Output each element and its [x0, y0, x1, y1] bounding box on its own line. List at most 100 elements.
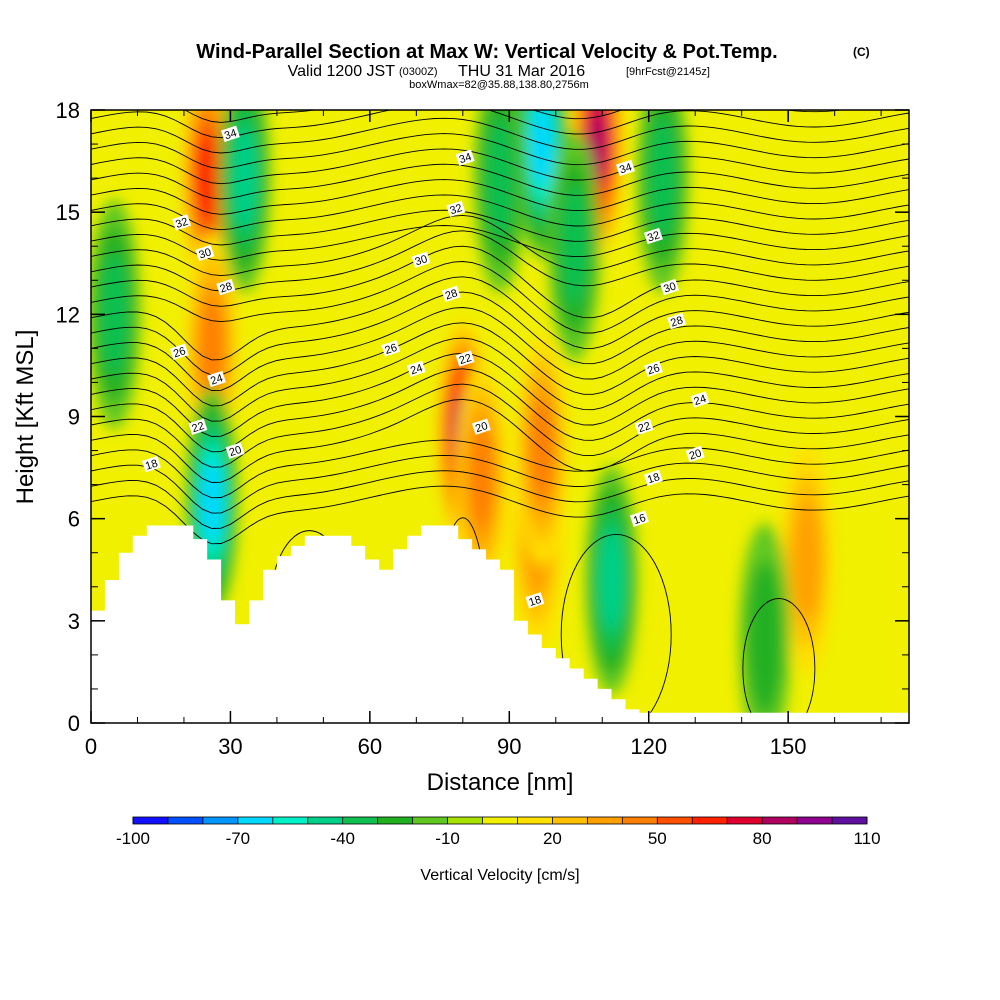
contour-label-box [525, 592, 545, 609]
contour-label-box [634, 418, 654, 435]
contour-label: 32 [172, 214, 192, 231]
plot-area: 34 32 30 28 26 24 22 20 18 34 32 30 28 26 24 22 20 18 34 32… [91, 110, 909, 723]
theta-isentrope [91, 383, 909, 468]
theta-isentrope [91, 276, 909, 361]
contour-label-text: 18 [144, 458, 159, 473]
contour-label-box [660, 278, 680, 296]
colorbar-tick-label: -40 [330, 829, 355, 848]
contour-label: 22 [634, 418, 654, 435]
contour-label: 16 [629, 510, 649, 527]
contour-label-text: 34 [618, 161, 633, 176]
colorbar-tick-label: 20 [543, 829, 562, 848]
contour-label-text: 20 [688, 447, 703, 462]
contour-label: 20 [685, 445, 705, 463]
contour-label-box [169, 343, 189, 360]
subtitle-box: boxWmax=82@35.88,138.80,2756m [409, 79, 589, 91]
downdraft-core [648, 117, 678, 239]
colorbar-swatch [377, 817, 414, 824]
contour-label-box [225, 442, 245, 459]
contour-label-text: 26 [172, 345, 187, 360]
colorbar-swatch [832, 817, 868, 824]
theta-isentrope [91, 261, 909, 334]
x-tick-label: 0 [85, 734, 97, 759]
contour-label-text: 28 [669, 314, 684, 329]
contour-label: 30 [660, 278, 680, 296]
contour-label-box [207, 370, 226, 388]
contour-label-text: 30 [414, 253, 429, 268]
theta-isentrope [91, 148, 909, 185]
theta-isentrope [91, 470, 909, 529]
contour-label-text: 20 [228, 444, 243, 459]
theta-isentrope [91, 179, 909, 215]
theta-closed-contour [742, 598, 816, 723]
colorbar-swatch [797, 817, 833, 824]
colorbar-swatch [622, 817, 658, 824]
y-tick-label: 12 [56, 302, 80, 327]
contour-label-text: 32 [174, 216, 189, 231]
y-axis-label: Height [Kft MSL] [12, 330, 39, 505]
contour-label: 34 [455, 149, 475, 166]
theta-isentrope [91, 214, 909, 277]
theta-isentrope [91, 398, 909, 483]
theta-isentrope [183, 110, 845, 123]
contour-label: 32 [446, 200, 466, 217]
contour-label-text: 26 [383, 342, 398, 357]
colorbar-label: Vertical Velocity [cm/s] [420, 867, 579, 884]
downdraft-core [746, 560, 783, 715]
colorbar-swatch [657, 817, 693, 824]
colorbar-swatch [167, 817, 204, 824]
contour-label-text: 26 [646, 362, 661, 377]
theta-isentrope [91, 194, 909, 231]
contour-label-box [172, 214, 192, 231]
x-tick-label: 30 [218, 734, 242, 759]
contour-label: 24 [207, 370, 226, 388]
contour-label-text: 22 [191, 420, 206, 435]
theta-isentrope [91, 485, 909, 545]
colorbar-tick-label: -70 [226, 829, 251, 848]
contour-label: 32 [643, 227, 663, 245]
downdraft-core [598, 528, 625, 632]
updraft-core [529, 398, 555, 503]
contour-label: 34 [220, 125, 240, 142]
contour-label-box [629, 510, 649, 527]
contour-label: 20 [471, 418, 491, 435]
contour-label-box [616, 159, 635, 177]
colorbar-tick-label: 80 [753, 829, 772, 848]
chart-title-mark: (C) [853, 45, 870, 59]
colorbar-swatch [552, 817, 588, 824]
updraft-core [792, 498, 822, 621]
contour-label-box [446, 200, 466, 217]
contour-label-text: 34 [458, 151, 473, 166]
contour-label-box [643, 469, 663, 486]
theta-isentrope [91, 352, 909, 437]
contour-label: 30 [411, 251, 431, 268]
y-tick-label: 0 [68, 711, 80, 736]
contour-label-box [441, 285, 461, 303]
subtitle-valid: Valid 1200 JST [288, 63, 396, 80]
theta-isentrope [91, 307, 909, 391]
contour-label-text: 30 [662, 280, 677, 295]
theta-closed-contour [560, 534, 672, 723]
downdraft-core [201, 459, 223, 544]
contour-label-text: 32 [646, 229, 661, 244]
contour-label: 28 [667, 312, 687, 330]
colorbar-swatch [587, 817, 623, 824]
colorbar-tick-label: -100 [116, 829, 150, 848]
contour-label-text: 28 [444, 287, 459, 302]
contour-label: 28 [216, 278, 236, 296]
contour-label-box [381, 340, 401, 357]
theta-isentrope [91, 117, 909, 154]
contour-label-box [411, 251, 431, 268]
theta-isentrope [91, 322, 909, 407]
y-tick-label: 6 [68, 507, 80, 532]
subtitle-date: THU 31 Mar 2016 [458, 63, 585, 80]
downdraft-core [559, 185, 589, 307]
theta-isentrope [91, 163, 909, 200]
colorbar-swatch [762, 817, 798, 824]
contour-label: 18 [525, 592, 545, 609]
contour-label-box [643, 360, 663, 377]
contour-label-box [667, 312, 687, 330]
y-tick-label: 3 [68, 609, 80, 634]
colorbar-swatch [342, 817, 379, 824]
